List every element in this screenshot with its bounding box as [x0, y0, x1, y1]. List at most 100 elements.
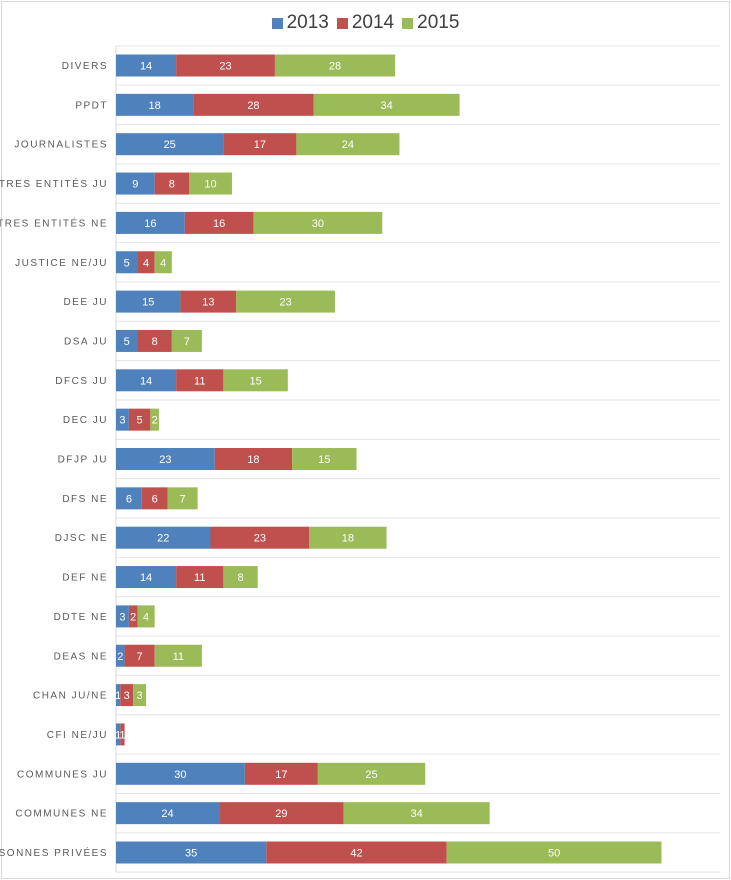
bar-2014 — [184, 211, 254, 234]
data-label: 3 — [124, 690, 130, 702]
data-label: 6 — [152, 493, 158, 505]
bar-2015 — [296, 133, 400, 156]
bar-2014 — [120, 723, 125, 746]
data-label: 10 — [204, 179, 216, 191]
category-label: PPDT — [75, 100, 108, 111]
bar-2015 — [446, 841, 662, 864]
bar-2014 — [180, 290, 237, 313]
data-label: 2 — [117, 651, 123, 663]
data-label: 8 — [152, 336, 158, 348]
data-label: 23 — [280, 297, 292, 309]
data-label: 5 — [137, 415, 143, 427]
category-label: DEF NE — [62, 573, 108, 584]
bar-2015 — [317, 762, 426, 785]
bar-2013 — [116, 211, 185, 234]
bar-2015 — [292, 448, 357, 470]
legend-label: 2013 — [286, 12, 329, 33]
bar-2013 — [116, 251, 138, 274]
data-label: 8 — [237, 572, 243, 584]
data-label: 23 — [159, 454, 171, 466]
bar-2014 — [124, 644, 155, 667]
bar-2013 — [116, 54, 177, 77]
legend-swatch — [336, 17, 348, 29]
bar-2015 — [133, 684, 147, 707]
bar-2015 — [223, 566, 258, 589]
bar-2015 — [154, 251, 172, 274]
category-label: DSA JU — [64, 336, 108, 347]
bar-2015 — [150, 408, 159, 431]
data-label: 23 — [254, 533, 266, 545]
bar-2013 — [116, 684, 121, 707]
data-label: 2 — [130, 611, 136, 623]
bar-2013 — [116, 723, 121, 746]
bar-2014 — [137, 251, 155, 274]
data-label: 18 — [342, 533, 354, 545]
bar-2013 — [116, 644, 125, 667]
bar-2014 — [128, 605, 138, 628]
category-label: DEC JU — [63, 415, 108, 426]
category-label: JUSTICE NE/JU — [15, 258, 108, 269]
bar-2014 — [214, 448, 293, 470]
data-label: 34 — [411, 808, 423, 820]
category-label: COMMUNES JU — [17, 769, 108, 780]
bar-2013 — [116, 762, 245, 785]
category-label: DFS NE — [62, 494, 108, 505]
category-label: AUTRES ENTITÉS JU — [0, 177, 108, 190]
bar-2013 — [116, 605, 129, 628]
bar-2014 — [266, 841, 447, 864]
data-label: 29 — [275, 808, 287, 820]
bar-2015 — [223, 369, 288, 392]
data-label: 17 — [275, 769, 287, 781]
data-label: 30 — [174, 769, 186, 781]
data-label: 5 — [124, 257, 130, 269]
bar-2014 — [210, 526, 310, 549]
data-label: 7 — [180, 493, 186, 505]
bar-2013 — [116, 566, 177, 589]
data-label: 7 — [137, 651, 143, 663]
bar-2013 — [116, 329, 138, 352]
bar-2015 — [253, 211, 383, 234]
data-label: 8 — [169, 179, 175, 191]
bar-2013 — [116, 487, 142, 510]
bar-2014 — [244, 762, 318, 785]
data-label: 15 — [318, 454, 330, 466]
data-label: 25 — [164, 139, 176, 151]
bar-2015 — [236, 290, 336, 313]
data-label: 11 — [173, 651, 184, 663]
data-label: 11 — [194, 375, 205, 387]
legend-item-2014: 2014 — [336, 12, 394, 34]
category-label: PERSONNES PRIVÉES — [0, 846, 108, 859]
category-label: DDTE NE — [54, 612, 108, 623]
data-label: 24 — [161, 808, 173, 820]
bar-2015 — [167, 487, 198, 510]
bar-2015 — [343, 802, 490, 825]
data-label: 2 — [152, 415, 158, 427]
bar-2013 — [116, 172, 155, 195]
bar-2013 — [116, 841, 267, 864]
data-label: 13 — [202, 297, 214, 309]
data-label: 35 — [185, 848, 197, 860]
data-label: 18 — [149, 100, 161, 112]
data-label: 34 — [380, 100, 392, 112]
data-label: 1 — [115, 690, 121, 702]
category-label: COMMUNES NE — [15, 809, 108, 820]
category-label: AUTRES ENTITÉS NE — [0, 216, 108, 229]
data-label: 28 — [329, 61, 341, 73]
legend-label: 2015 — [417, 12, 460, 33]
data-label: 4 — [143, 257, 149, 269]
bar-2013 — [116, 133, 224, 156]
category-label: DIVERS — [62, 61, 108, 72]
bar-2014 — [176, 566, 224, 589]
data-label: 1 — [115, 729, 121, 741]
legend-swatch — [271, 17, 283, 29]
data-label: 50 — [548, 848, 560, 860]
data-label: 14 — [140, 61, 152, 73]
category-label: CHAN JU/NE — [33, 691, 108, 702]
data-label: 3 — [119, 415, 125, 427]
legend-swatch — [402, 17, 414, 29]
data-label: 14 — [140, 375, 152, 387]
legend-item-2015: 2015 — [402, 12, 459, 34]
category-label: DJSC NE — [55, 533, 108, 544]
data-label: 9 — [132, 179, 138, 191]
